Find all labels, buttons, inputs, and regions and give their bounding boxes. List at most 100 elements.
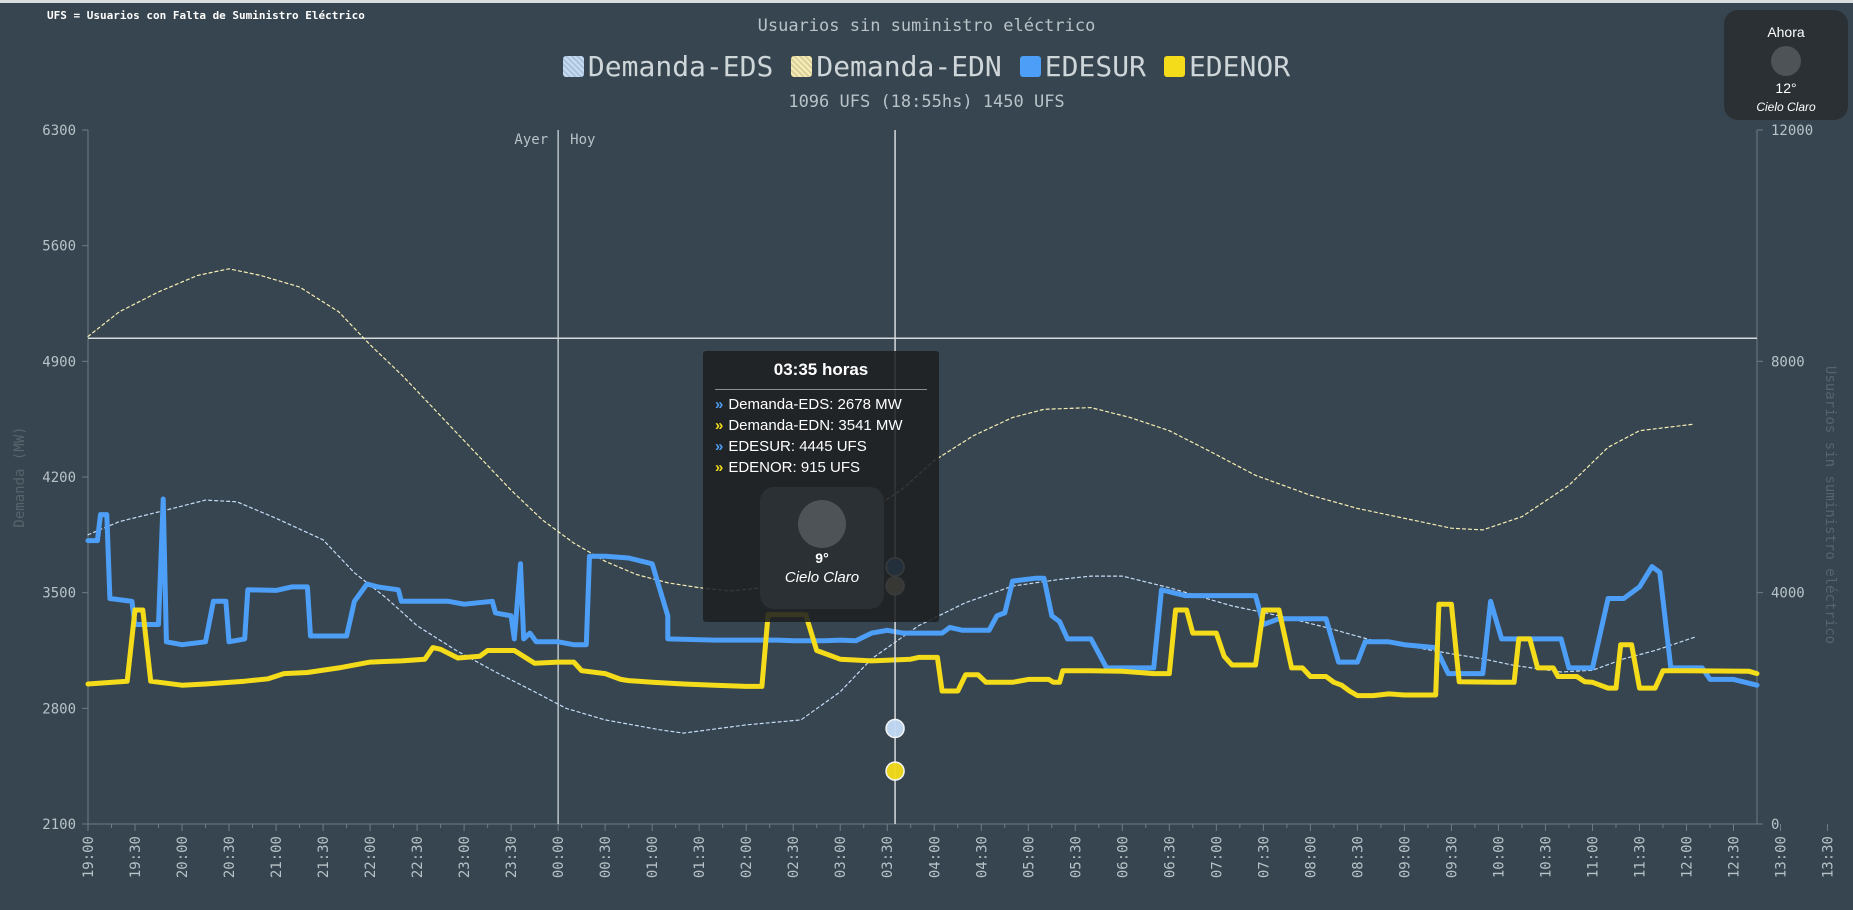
hover-marker-demanda-eds <box>885 718 905 739</box>
y-tick-label: 2100 <box>42 817 76 833</box>
y2-tick-label: 12000 <box>1771 123 1813 139</box>
tooltip-row-demanda-eds: » Demanda-EDS: 2678 MW <box>715 396 939 414</box>
x-tick-label: 21:30 <box>316 836 332 878</box>
y-tick-label: 3500 <box>42 586 76 602</box>
x-tick-label: 12:00 <box>1679 836 1695 878</box>
y-tick-label: 5600 <box>42 239 76 255</box>
x-tick-label: 04:00 <box>927 836 943 878</box>
tooltip-weather: 9° Cielo Claro <box>760 487 884 609</box>
y-axis-title: Demanda (MW) <box>12 426 28 527</box>
legend-swatch-demanda-edn <box>791 56 813 77</box>
chart-subtitle: 1096 UFS (18:55hs) 1450 UFS <box>788 92 1065 112</box>
tooltip-weather-temp: 9° <box>815 550 829 566</box>
tooltip-row-edesur: » EDESUR: 4445 UFS <box>715 438 939 456</box>
chart-title: Usuarios sin suministro eléctrico <box>757 16 1096 36</box>
x-tick-label: 01:30 <box>692 836 708 878</box>
tooltip-row-demanda-edn: » Demanda-EDN: 3541 MW <box>715 417 939 435</box>
x-tick-label: 11:30 <box>1632 836 1648 878</box>
x-tick-label: 23:30 <box>504 836 520 878</box>
legend-label-edesur: EDESUR <box>1044 50 1146 83</box>
x-tick-label: 10:00 <box>1491 836 1507 878</box>
x-tick-label: 12:30 <box>1726 836 1742 878</box>
series-line-edesur <box>85 496 1760 688</box>
weather-now-temp: 12° <box>1775 80 1797 96</box>
legend-label-demanda-edn: Demanda-EDN <box>816 50 1002 83</box>
x-tick-label: 05:30 <box>1068 836 1084 878</box>
tooltip-value-edesur: EDESUR: 4445 UFS <box>728 438 867 455</box>
x-tick-label: 06:30 <box>1162 836 1178 878</box>
weather-clear-icon <box>798 500 846 548</box>
y2-axis-title: Usuarios sin suministro eléctrico <box>1822 366 1838 644</box>
series-line-demanda-edn <box>87 268 1695 592</box>
x-tick-label: 23:00 <box>457 836 473 878</box>
x-tick-label: 11:00 <box>1585 836 1601 878</box>
series-line-edenor <box>85 601 1760 699</box>
x-tick-label: 02:00 <box>739 836 755 878</box>
legend-swatch-edenor <box>1163 56 1185 77</box>
y2-tick-label: 0 <box>1771 817 1779 833</box>
y-tick-label: 4900 <box>42 354 76 370</box>
top-border <box>0 0 1853 3</box>
hover-marker-edenor <box>885 761 905 781</box>
x-tick-label: 10:30 <box>1538 836 1554 878</box>
x-tick-label: 05:00 <box>1021 836 1037 878</box>
tooltip-title: 03:35 horas <box>773 360 869 379</box>
tooltip-separator <box>715 389 927 390</box>
ufs-note: UFS = Usuarios con Falta de Suministro E… <box>47 9 365 22</box>
x-tick-label: 04:30 <box>974 836 990 878</box>
legend-swatch-edesur <box>1019 56 1041 77</box>
tooltip-bullet-icon: » <box>715 396 724 413</box>
x-tick-label: 07:30 <box>1256 836 1272 878</box>
x-tick-label: 21:00 <box>269 836 285 878</box>
x-tick-label: 03:30 <box>880 836 896 878</box>
tooltip-weather-desc: Cielo Claro <box>784 569 860 586</box>
x-tick-label: 13:30 <box>1821 836 1837 878</box>
x-tick-label: 08:00 <box>1303 836 1319 878</box>
x-tick-label: 00:00 <box>551 836 567 878</box>
legend-label-demanda-eds: Demanda-EDS <box>587 50 774 83</box>
y2-tick-label: 8000 <box>1771 354 1805 370</box>
weather-now-widget: Ahora 12° Cielo Claro <box>1724 10 1848 120</box>
y-tick-label: 6300 <box>42 123 76 139</box>
tooltip-value-demanda-edn: Demanda-EDN: 3541 MW <box>728 417 903 434</box>
y-tick-label: 2800 <box>42 701 76 717</box>
x-tick-label: 20:30 <box>222 836 238 878</box>
day-label-ayer: Ayer <box>514 132 548 148</box>
x-tick-label: 13:00 <box>1774 836 1790 878</box>
legend-swatch-demanda-eds <box>562 56 584 77</box>
tooltip-bullet-icon: » <box>715 438 724 455</box>
weather-now-title: Ahora <box>1767 24 1805 40</box>
x-tick-label: 07:00 <box>1209 836 1225 878</box>
x-tick-label: 02:30 <box>786 836 802 878</box>
y-tick-label: 4200 <box>42 470 76 486</box>
x-tick-label: 01:00 <box>645 836 661 878</box>
tooltip-value-demanda-eds: Demanda-EDS: 2678 MW <box>728 396 902 413</box>
legend: Demanda-EDS Demanda-EDN EDESUR EDENOR <box>0 50 1853 83</box>
legend-item-demanda-eds[interactable]: Demanda-EDS <box>562 50 774 83</box>
tooltip-row-edenor: » EDENOR: 915 UFS <box>715 459 939 477</box>
x-tick-label: 09:00 <box>1397 836 1413 878</box>
x-tick-label: 09:30 <box>1444 836 1460 878</box>
tooltip-bullet-icon: » <box>715 417 724 434</box>
x-tick-label: 06:00 <box>1115 836 1131 878</box>
x-tick-label: 19:00 <box>81 836 97 878</box>
x-tick-label: 08:30 <box>1350 836 1366 878</box>
legend-item-edenor[interactable]: EDENOR <box>1163 50 1291 83</box>
weather-now-desc: Cielo Claro <box>1756 100 1816 114</box>
x-tick-label: 03:00 <box>833 836 849 878</box>
tooltip-bullet-icon: » <box>715 459 724 476</box>
legend-item-demanda-edn[interactable]: Demanda-EDN <box>791 50 1002 83</box>
x-tick-label: 19:30 <box>128 836 144 878</box>
legend-item-edesur[interactable]: EDESUR <box>1019 50 1146 83</box>
y2-tick-label: 4000 <box>1771 586 1805 602</box>
x-tick-label: 00:30 <box>598 836 614 878</box>
legend-label-edenor: EDENOR <box>1188 50 1291 83</box>
x-tick-label: 22:30 <box>410 836 426 878</box>
tooltip-value-edenor: EDENOR: 915 UFS <box>728 459 861 476</box>
x-tick-label: 20:00 <box>175 836 191 878</box>
hover-tooltip: 03:35 horas » Demanda-EDS: 2678 MW » Deman… <box>703 351 939 622</box>
weather-clear-icon <box>1771 46 1801 76</box>
day-label-hoy: Hoy <box>570 132 595 148</box>
x-tick-label: 22:00 <box>363 836 379 878</box>
